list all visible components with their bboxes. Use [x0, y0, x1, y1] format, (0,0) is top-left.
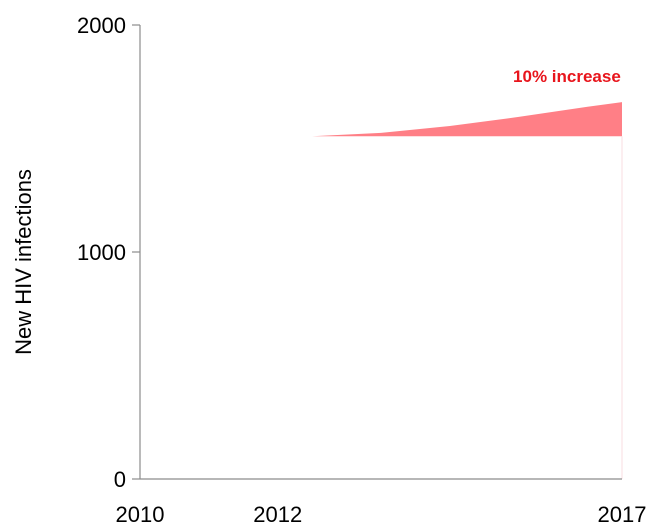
area-series — [312, 102, 622, 137]
y-tick-label: 1000 — [77, 240, 126, 265]
axes — [132, 24, 622, 480]
x-tick-label: 2010 — [116, 502, 165, 527]
increase-annotation: 10% increase — [513, 67, 621, 86]
y-tick-label: 0 — [114, 467, 126, 492]
x-tick-label: 2012 — [253, 502, 302, 527]
plot-area — [312, 102, 623, 479]
y-tick-label: 2000 — [77, 13, 126, 38]
x-tick-label: 2017 — [598, 502, 647, 527]
y-axis-label: New HIV infections — [11, 169, 36, 355]
tick-labels: 0 1000 2000 2010 2012 2017 — [77, 13, 646, 527]
